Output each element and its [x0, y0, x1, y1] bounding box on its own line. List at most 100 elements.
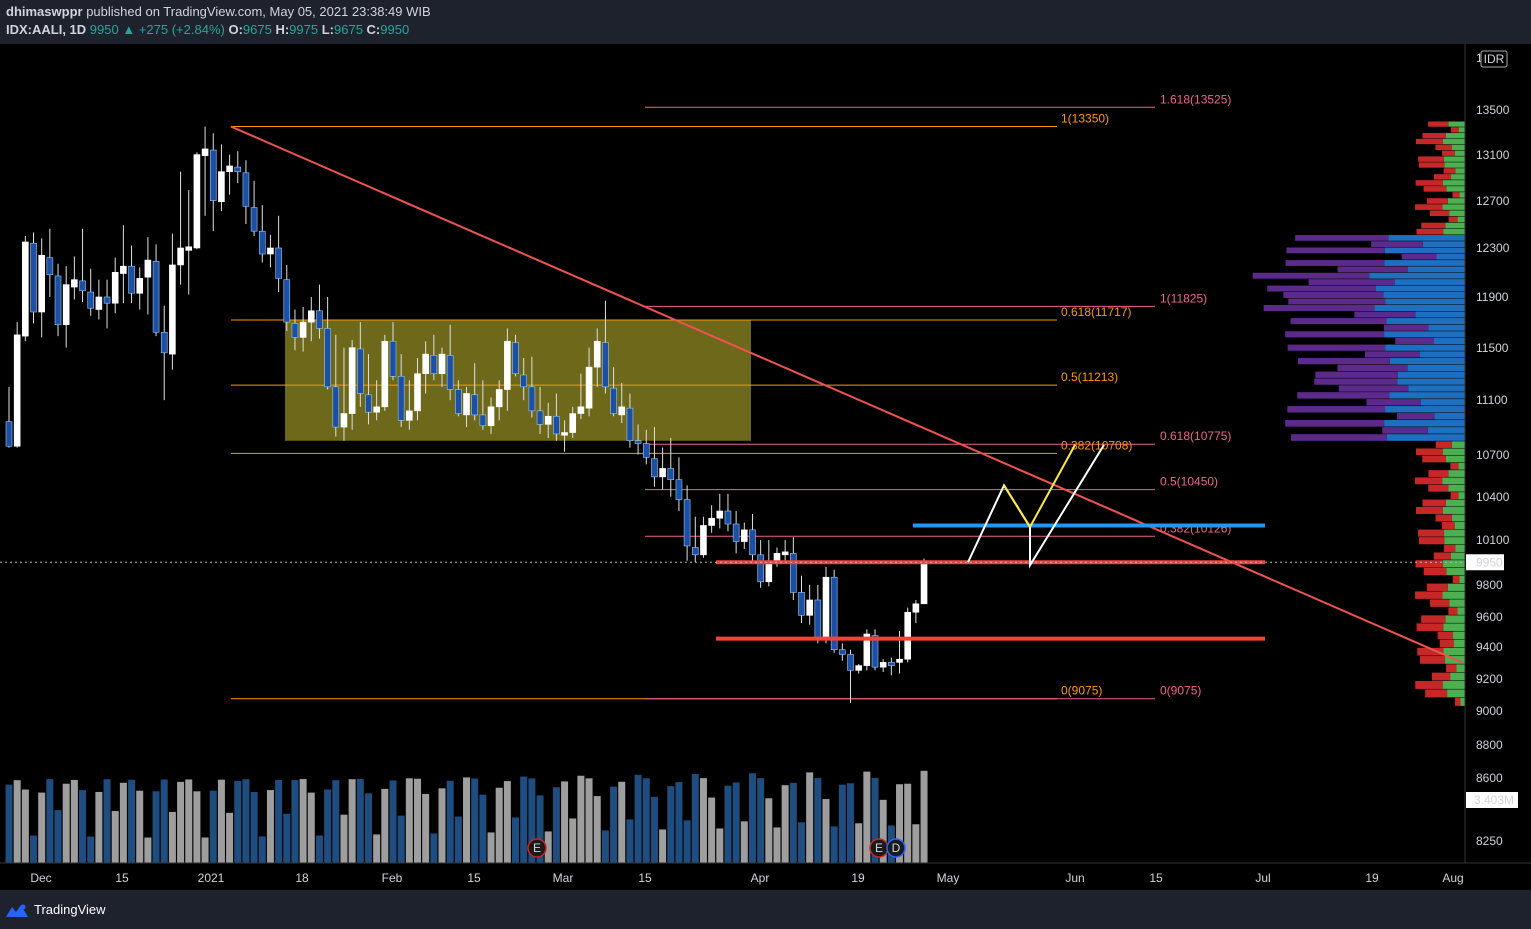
price-tick-label: 9000 — [1476, 704, 1503, 718]
candle-body — [626, 407, 634, 442]
volume-bar — [446, 780, 454, 863]
profile-row-green — [1457, 607, 1465, 615]
volume-bar — [454, 816, 462, 863]
profile-row-blue — [1394, 279, 1465, 286]
time-tick-label: 19 — [1365, 871, 1379, 885]
profile-row-green — [1442, 506, 1465, 514]
profile-row-blue — [1407, 266, 1465, 273]
profile-row-purple — [1354, 311, 1416, 318]
candle-body — [691, 547, 699, 556]
profile-row-purple — [1285, 420, 1385, 427]
author-name[interactable]: dhimaswppr — [6, 4, 83, 19]
candle-body — [381, 340, 389, 408]
profile-row-green — [1458, 462, 1465, 470]
profile-row-green — [1442, 591, 1465, 599]
profile-row-green — [1446, 567, 1465, 576]
profile-row-red — [1415, 477, 1443, 485]
profile-row-blue — [1428, 324, 1465, 331]
candle-body — [839, 649, 846, 655]
candle-body — [209, 149, 217, 201]
volume-bar — [536, 795, 544, 863]
profile-row-red — [1446, 664, 1457, 673]
profile-row-purple — [1371, 241, 1423, 248]
profile-row-blue — [1384, 247, 1465, 254]
profile-row-red — [1455, 697, 1461, 706]
time-axis: Dec 15 2021 18 Feb 15 Mar 15 Apr 19 May Jun 15 Jul 19 A… — [0, 862, 1531, 885]
candle-body — [471, 394, 478, 416]
profile-row-blue — [1427, 427, 1465, 434]
profile-row-green — [1443, 156, 1465, 162]
volume-bar — [610, 786, 618, 863]
profile-row-green — [1444, 537, 1465, 545]
volume-bar — [364, 793, 372, 863]
candle-body — [422, 353, 429, 374]
profile-row-red — [1450, 127, 1459, 133]
volume-bar — [569, 818, 577, 863]
volume-bar — [781, 785, 789, 863]
candle-body — [790, 553, 797, 593]
profile-row-purple — [1287, 406, 1386, 413]
profile-row-red — [1452, 192, 1460, 198]
volume-bar — [896, 784, 904, 863]
volume-bar — [495, 787, 503, 863]
candle-body — [806, 599, 813, 616]
profile-row-purple — [1308, 279, 1395, 286]
candle-body — [667, 468, 675, 480]
high-label: H: — [275, 22, 290, 37]
volume-bar — [103, 779, 111, 863]
fib-label: 0(9075) — [1160, 684, 1201, 698]
price-tick-label: 11500 — [1476, 341, 1509, 355]
volume-bar — [209, 790, 217, 863]
profile-row-red — [1425, 689, 1448, 698]
profile-row-red — [1418, 156, 1444, 162]
volume-bar — [46, 779, 54, 863]
profile-row-red — [1450, 492, 1459, 500]
open-label: O: — [228, 22, 243, 37]
profile-row-green — [1451, 174, 1465, 180]
currency-badge — [1480, 50, 1508, 68]
profile-row-blue — [1374, 304, 1465, 312]
profile-row-green — [1455, 168, 1465, 174]
profile-row-blue — [1436, 253, 1465, 260]
volume-bar — [201, 837, 209, 863]
profile-row-purple — [1401, 253, 1437, 260]
volume-bar — [503, 781, 511, 863]
profile-row-blue — [1422, 241, 1465, 248]
volume-bar — [552, 787, 560, 863]
volume-bar — [373, 834, 381, 863]
profile-row-green — [1443, 228, 1465, 235]
volume-bar — [618, 781, 626, 863]
candle-body — [291, 323, 299, 338]
profile-row-red — [1426, 583, 1448, 591]
profile-row-blue — [1388, 235, 1465, 241]
footer-brand[interactable]: TradingView — [34, 902, 106, 917]
volume-bar — [675, 782, 683, 863]
event-marker-label: D — [892, 841, 901, 855]
profile-row-purple — [1366, 399, 1421, 406]
candle-body — [397, 375, 405, 421]
candle-body — [357, 348, 364, 394]
profile-row-green — [1444, 162, 1465, 168]
price-tick-label: 8600 — [1476, 771, 1503, 785]
volume-bar — [299, 779, 307, 863]
volume-bar — [160, 779, 168, 863]
profile-row-green — [1450, 552, 1465, 560]
candle-body — [487, 406, 495, 427]
time-tick-label: 18 — [295, 871, 309, 885]
fib-label: 1.618(13525) — [1160, 92, 1231, 106]
candle-body — [618, 406, 626, 416]
profile-row-red — [1428, 121, 1449, 127]
symbol-name[interactable]: IDX:AALI, 1D — [6, 22, 87, 37]
volume-bar — [168, 811, 176, 863]
candle-body — [830, 576, 838, 651]
fib-label: 0.5(11213) — [1061, 370, 1118, 384]
candle-body — [920, 561, 928, 605]
tradingview-logo-icon[interactable] — [6, 903, 28, 917]
profile-row-red — [1421, 222, 1446, 229]
profile-row-green — [1442, 204, 1465, 210]
volume-bar — [266, 790, 274, 863]
profile-row-blue — [1385, 406, 1465, 413]
volume-bar — [422, 793, 430, 863]
